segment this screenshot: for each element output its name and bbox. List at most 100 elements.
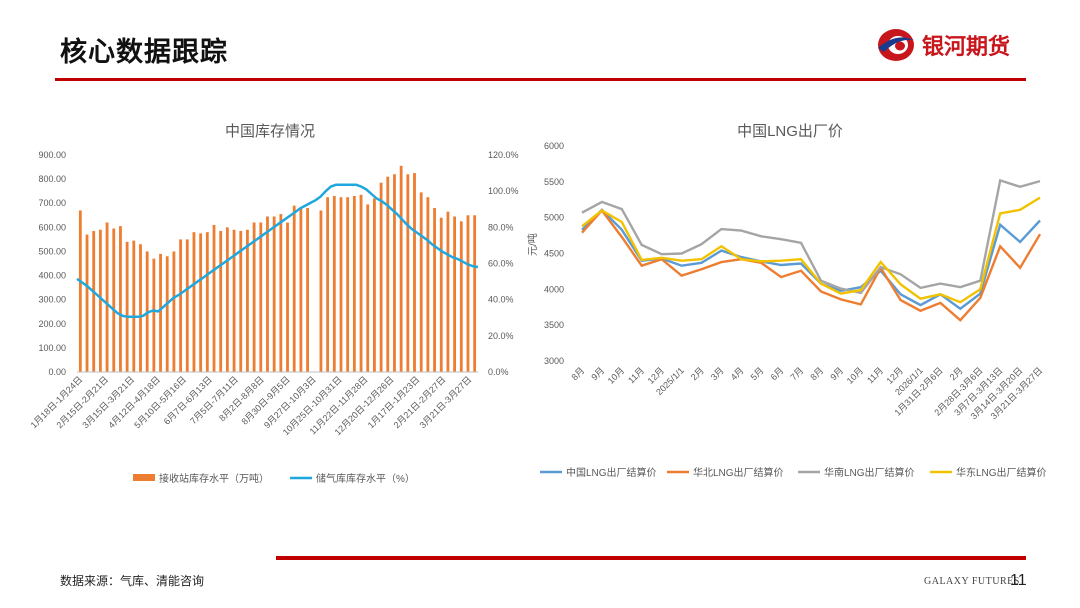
inventory-bar [205,232,209,372]
inventory-bar [446,211,450,372]
inventory-bar [172,251,176,372]
y-tick-label: 900.00 [38,150,66,160]
y-tick-label: 600.00 [38,222,66,232]
inventory-bar [399,165,403,372]
x-tick-label: 10月 [606,365,627,386]
x-tick-label: 2月 [689,365,706,382]
y-tick-label: 4500 [544,249,564,259]
inventory-bar [112,228,116,372]
inventory-bar [406,174,410,372]
inventory-bar [185,239,189,372]
lng-price-chart: 中国LNG出厂价 元/吨 6000 5500 5000 4500 4000 3500 300… [526,123,1047,479]
inventory-bar [119,226,122,372]
inventory-bar [159,253,162,372]
inventory-bar [212,224,216,372]
y-tick-label: 0.00 [48,367,66,377]
legend-label: 储气库库存水平（%） [316,472,415,485]
inventory-bar [379,182,383,372]
y2-tick-label: 20.0% [488,331,514,341]
brand-logo: 银河期货 [876,26,1010,64]
inventory-bar [286,222,289,372]
price-series-line [581,178,1041,295]
y-tick-label: 200.00 [38,319,66,329]
inventory-bar [105,222,109,372]
inventory-chart: 中国库存情况 900.00 800.00 700.00 600.00 500.00 400… [29,123,519,485]
legend-label: 华南LNG出厂结算价 [824,466,915,479]
x-tick-label: 10月 [845,365,866,386]
x-tick-label: 11月 [626,365,646,385]
inventory-bar [366,204,370,372]
inventory-bar [279,214,283,372]
y2-tick-label: 40.0% [488,295,514,305]
legend-swatch-bar [133,474,155,481]
inventory-bar [192,232,196,372]
inventory-bar [246,229,249,372]
x-tick-label: 8月 [808,365,825,382]
y-tick-label: 500.00 [38,246,66,256]
y-tick-label: 5000 [544,213,564,223]
y-tick-label: 4000 [544,284,564,294]
inventory-bar [132,240,136,372]
x-tick-label: 6月 [769,365,786,382]
y-tick-label: 800.00 [38,174,66,184]
galaxy-logo-icon [878,29,914,61]
inventory-bar [326,197,330,372]
inventory-bar [346,197,350,372]
x-tick-label: 5月 [749,365,766,382]
y2-tick-label: 100.0% [488,186,519,196]
inventory-bar [98,229,102,372]
inventory-bar [373,198,376,372]
x-tick-label: 9月 [589,365,606,382]
y-tick-label: 3000 [544,356,564,366]
legend-label: 华东LNG出厂结算价 [956,466,1047,479]
inventory-bar [125,241,129,372]
legend-label: 中国LNG出厂结算价 [566,466,657,479]
inventory-bar [239,230,243,372]
inventory-bar [426,197,430,372]
inventory-bar [466,215,470,372]
footer-brand: GALAXY FUTURES [924,576,1020,587]
inventory-bar [413,173,416,372]
inventory-bar [199,233,203,372]
price-series-line [581,208,1042,322]
x-tick-label: 9月 [828,365,845,382]
inventory-bar [386,176,390,372]
inventory-bar [339,197,343,372]
inventory-bar [78,210,82,372]
inventory-bar [252,222,256,372]
inventory-bar [453,216,457,372]
inventory-bar [272,216,276,372]
inventory-bar [419,192,423,372]
y-tick-label: 3500 [544,320,564,330]
y2-tick-label: 120.0% [488,150,519,160]
y-tick-label: 100.00 [38,343,66,353]
data-source-note: 数据来源：气库、清能咨询 [60,574,205,588]
inventory-bar [319,210,323,372]
y-tick-label: 700.00 [38,198,66,208]
legend: 中国LNG出厂结算价 华北LNG出厂结算价 华南LNG出厂结算价 华东LNG出厂结算价 [540,466,1047,479]
inventory-bar [266,216,269,372]
x-tick-label: 4月 [729,365,746,382]
x-tick-label: 3月 [709,365,726,382]
inventory-bar [332,195,336,372]
inventory-bar [232,229,236,372]
chart-title: 中国LNG出厂价 [737,123,843,140]
inventory-bar [352,195,356,372]
price-series-line [581,196,1041,304]
chart-title: 中国库存情况 [225,123,315,140]
inventory-bar [359,194,363,372]
x-tick-label: 7月 [788,365,805,382]
inventory-bar [306,208,309,372]
inventory-bar [292,205,296,372]
inventory-bar [393,174,396,372]
y-tick-label: 300.00 [38,295,66,305]
legend: 接收站库存水平（万吨） 储气库库存水平（%） [133,472,415,485]
inventory-bar [473,215,477,372]
storage-level-line [76,183,479,319]
inventory-bar [92,230,96,372]
inventory-bar [179,239,182,372]
inventory-bar [439,217,443,372]
inventory-bar [85,234,89,372]
y-tick-label: 400.00 [38,271,66,281]
x-tick-label: 11月 [865,365,885,385]
